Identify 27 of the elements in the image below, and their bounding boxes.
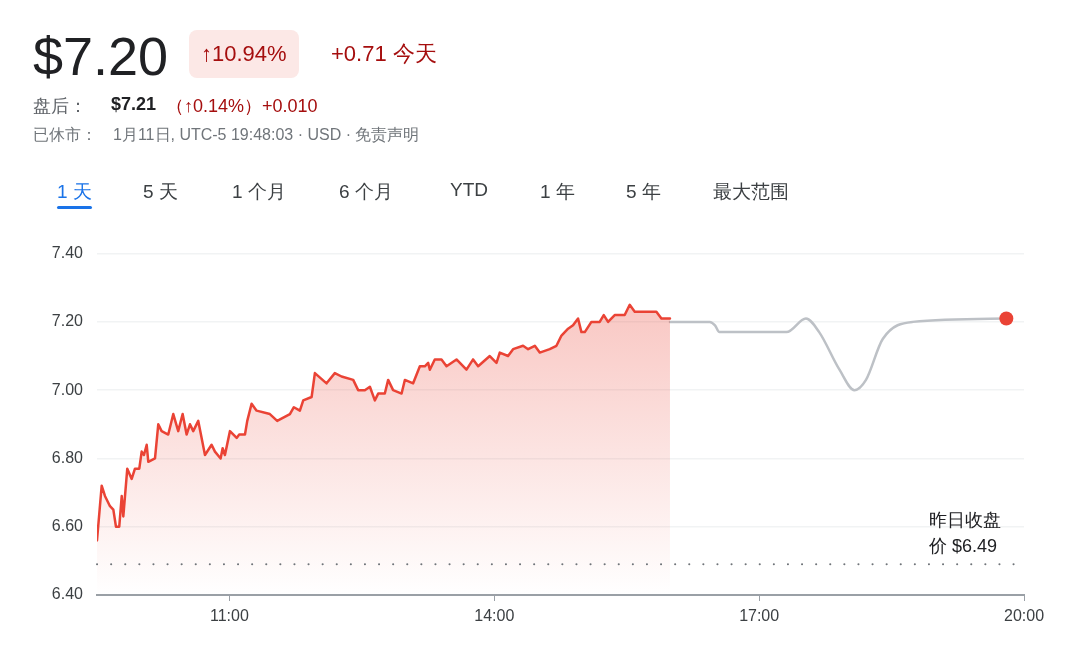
y-tick-label: 7.20 bbox=[51, 312, 84, 330]
y-tick-label: 6.60 bbox=[51, 517, 84, 535]
chart-title: $7.20 bbox=[33, 26, 169, 86]
text: 6 个月 bbox=[339, 180, 393, 204]
ref-line-label: 昨日收盘价 $6.49 bbox=[928, 510, 1001, 557]
text: YTD bbox=[450, 179, 488, 201]
text: 5 年 bbox=[626, 180, 661, 204]
x-tick-label: 17:00 bbox=[739, 607, 780, 625]
text: 1 年 bbox=[540, 180, 575, 204]
text: 5 天 bbox=[143, 180, 178, 204]
x-tick-label: 14:00 bbox=[474, 607, 515, 625]
text: $7.21 bbox=[111, 94, 157, 115]
y-tick-label: 7.00 bbox=[51, 380, 84, 398]
x-tick-label: 20:00 bbox=[1003, 607, 1045, 625]
text: 1月11日, UTC-5 19:48:03 · USD · 免责声明 bbox=[113, 125, 420, 145]
y-tick-label: 6.40 bbox=[51, 585, 84, 603]
text: 1 天 bbox=[57, 180, 92, 204]
text: ↑10.94% bbox=[189, 30, 299, 78]
text: +0.71 今天 bbox=[331, 40, 437, 68]
y-tick-label: 7.40 bbox=[51, 244, 84, 262]
text: 最大范围 bbox=[713, 180, 789, 204]
x-tick-label: 11:00 bbox=[210, 607, 249, 625]
text: 盘后： bbox=[33, 95, 87, 118]
text: 已休市： bbox=[33, 125, 97, 145]
y-tick-label: 6.80 bbox=[51, 448, 84, 466]
text: （↑0.14%）+0.010 bbox=[166, 95, 318, 118]
text: 1 个月 bbox=[232, 180, 286, 204]
